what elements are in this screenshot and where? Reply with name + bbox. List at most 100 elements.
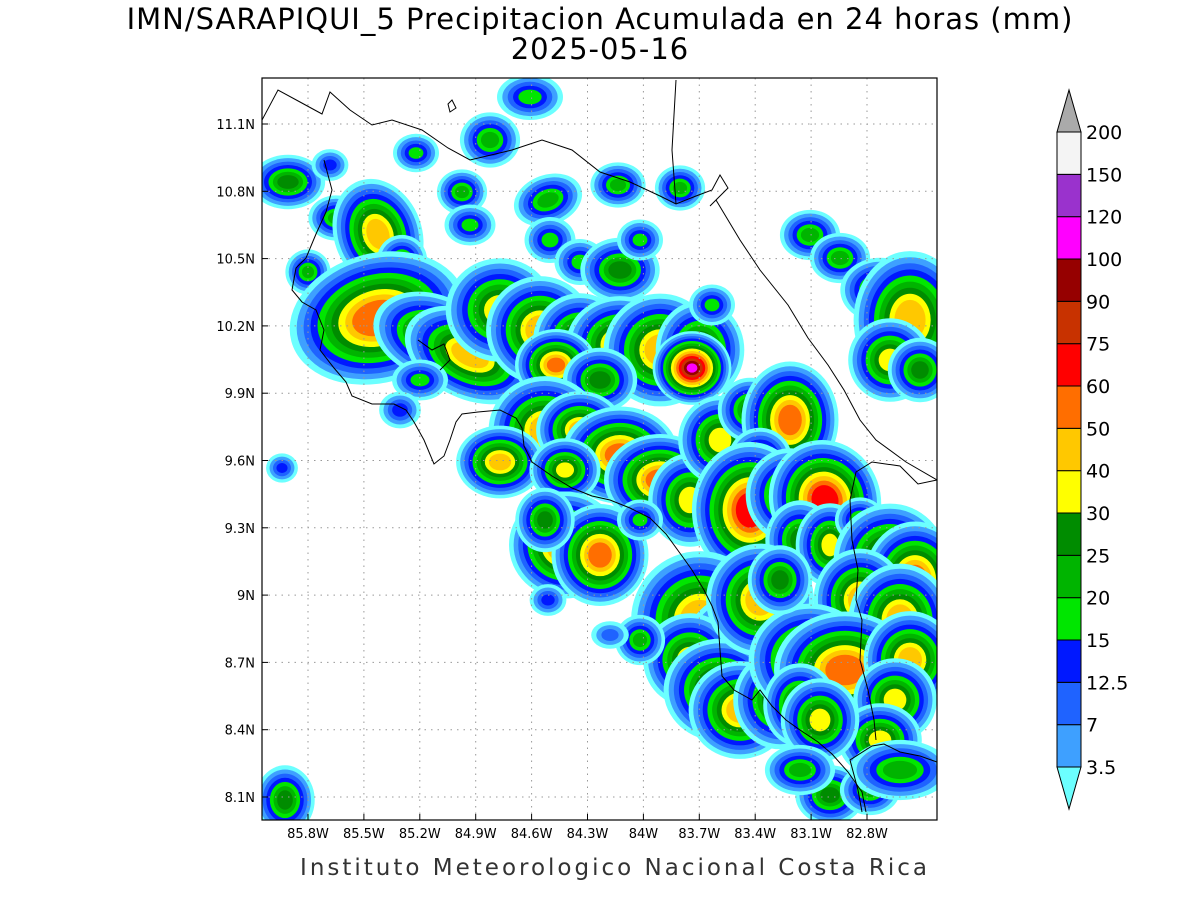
rain-contour [800, 227, 820, 243]
legend-label: 30 [1086, 503, 1110, 525]
rain-contour [277, 790, 293, 810]
rain-contour [410, 373, 430, 387]
rain-contour [911, 361, 929, 379]
rain-contour [480, 131, 500, 149]
x-tick-label: 82.8W [846, 827, 888, 842]
legend-label: 120 [1086, 207, 1122, 229]
legend-swatch [1056, 173, 1082, 218]
legend-label: 40 [1086, 461, 1110, 483]
rain-contour [704, 298, 720, 312]
rain-contour [632, 513, 648, 527]
legend-swatch [1056, 470, 1082, 514]
legend-label: 200 [1086, 122, 1122, 144]
rain-contour [632, 632, 648, 648]
rain-contour [778, 404, 802, 436]
rain-contour [541, 594, 555, 606]
legend-label: 50 [1086, 418, 1110, 440]
rain-contour [537, 192, 559, 208]
rain-contour [408, 147, 424, 159]
x-tick-label: 83.7W [678, 827, 720, 842]
rain-contour [771, 570, 789, 590]
rain-contour [277, 175, 299, 189]
rain-contour [821, 533, 839, 557]
rain-contour [546, 357, 566, 373]
legend-swatch [1056, 427, 1082, 472]
legend-max-triangle [1056, 88, 1082, 133]
longitude-axis: 85.8W 85.5W 85.2W 84.9W 84.6W 84.3W 84W 83.7W 83… [287, 814, 888, 842]
rain-contour [301, 265, 315, 279]
x-tick-label: 84.6W [511, 827, 553, 842]
graticule [262, 78, 937, 820]
legend-label: 7 [1086, 715, 1098, 737]
rain-contour [820, 787, 840, 803]
x-tick-label: 83.1W [790, 827, 832, 842]
rain-contour [537, 511, 553, 529]
y-tick-label: 9N [237, 589, 255, 604]
coastline-borders [262, 79, 937, 813]
legend-label: 12.5 [1086, 672, 1128, 694]
y-tick-label: 8.1N [225, 791, 255, 806]
legend-label: 60 [1086, 376, 1110, 398]
latitude-axis: 11.1N 10.8N 10.5N 10.2N 9.9N 9.6N 9.3N 9N 8.7N 8.… [216, 118, 268, 806]
rain-contour [882, 760, 918, 780]
legend-swatch [1056, 385, 1082, 429]
y-tick-label: 11.1N [216, 118, 255, 133]
rain-contour [672, 181, 688, 195]
legend-swatch [1056, 554, 1082, 599]
rain-contour [830, 250, 850, 266]
map-title: IMN/SARAPIQUI_5 Precipitacion Acumulada … [126, 2, 1074, 36]
y-tick-label: 8.7N [225, 656, 255, 671]
legend-label: 90 [1086, 291, 1110, 313]
rain-contour [809, 708, 831, 732]
legend-label: 25 [1086, 545, 1110, 567]
legend-swatch [1056, 724, 1082, 768]
legend-label: 150 [1086, 164, 1122, 186]
y-tick-label: 8.4N [225, 724, 255, 739]
legend-label: 20 [1086, 588, 1110, 610]
rain-contour [323, 159, 337, 171]
rain-contour [518, 89, 542, 105]
legend-label: 75 [1086, 334, 1110, 356]
x-tick-label: 85.2W [399, 827, 441, 842]
footer-credit: Instituto Meteorologico Nacional Costa R… [300, 855, 930, 881]
rain-contour [276, 463, 288, 473]
rain-contour [461, 218, 479, 232]
rain-contour [609, 178, 627, 192]
y-tick-label: 9.3N [225, 522, 255, 537]
x-tick-label: 83.4W [734, 827, 776, 842]
legend-label: 3.5 [1086, 757, 1116, 779]
map-date: 2025-05-16 [510, 32, 690, 66]
legend-swatch [1056, 343, 1082, 387]
y-tick-label: 9.9N [225, 387, 255, 402]
x-tick-label: 84.9W [455, 827, 497, 842]
rain-contour [788, 762, 812, 778]
legend-swatch [1056, 258, 1082, 302]
y-tick-label: 10.2N [216, 320, 255, 335]
legend-label: 15 [1086, 630, 1110, 652]
rain-contour [608, 261, 632, 279]
rain-contour [392, 403, 408, 417]
x-tick-label: 85.8W [287, 827, 329, 842]
x-tick-label: 84W [629, 827, 659, 842]
legend-swatch [1056, 216, 1082, 260]
rain-contour [366, 218, 390, 250]
rain-contour [588, 542, 612, 568]
rain-contour [541, 232, 559, 248]
x-tick-label: 85.5W [343, 827, 385, 842]
rain-contour [686, 363, 698, 373]
legend-swatch [1056, 639, 1082, 683]
legend-swatch [1056, 131, 1082, 175]
precipitation-field [262, 78, 937, 820]
rain-contour [708, 427, 732, 453]
rain-contour [601, 629, 619, 641]
x-tick-label: 84.3W [567, 827, 609, 842]
legend-swatch [1056, 597, 1082, 641]
plot-frame [261, 77, 938, 821]
y-tick-label: 10.8N [216, 185, 255, 200]
y-tick-label: 9.6N [225, 455, 255, 470]
rain-contour [555, 462, 575, 478]
color-legend: 3.5 7 12.5 15 20 25 30 40 50 60 75 90 100 120 150 200 [1056, 88, 1128, 811]
y-tick-label: 10.5N [216, 253, 255, 268]
rain-contour [632, 233, 648, 247]
